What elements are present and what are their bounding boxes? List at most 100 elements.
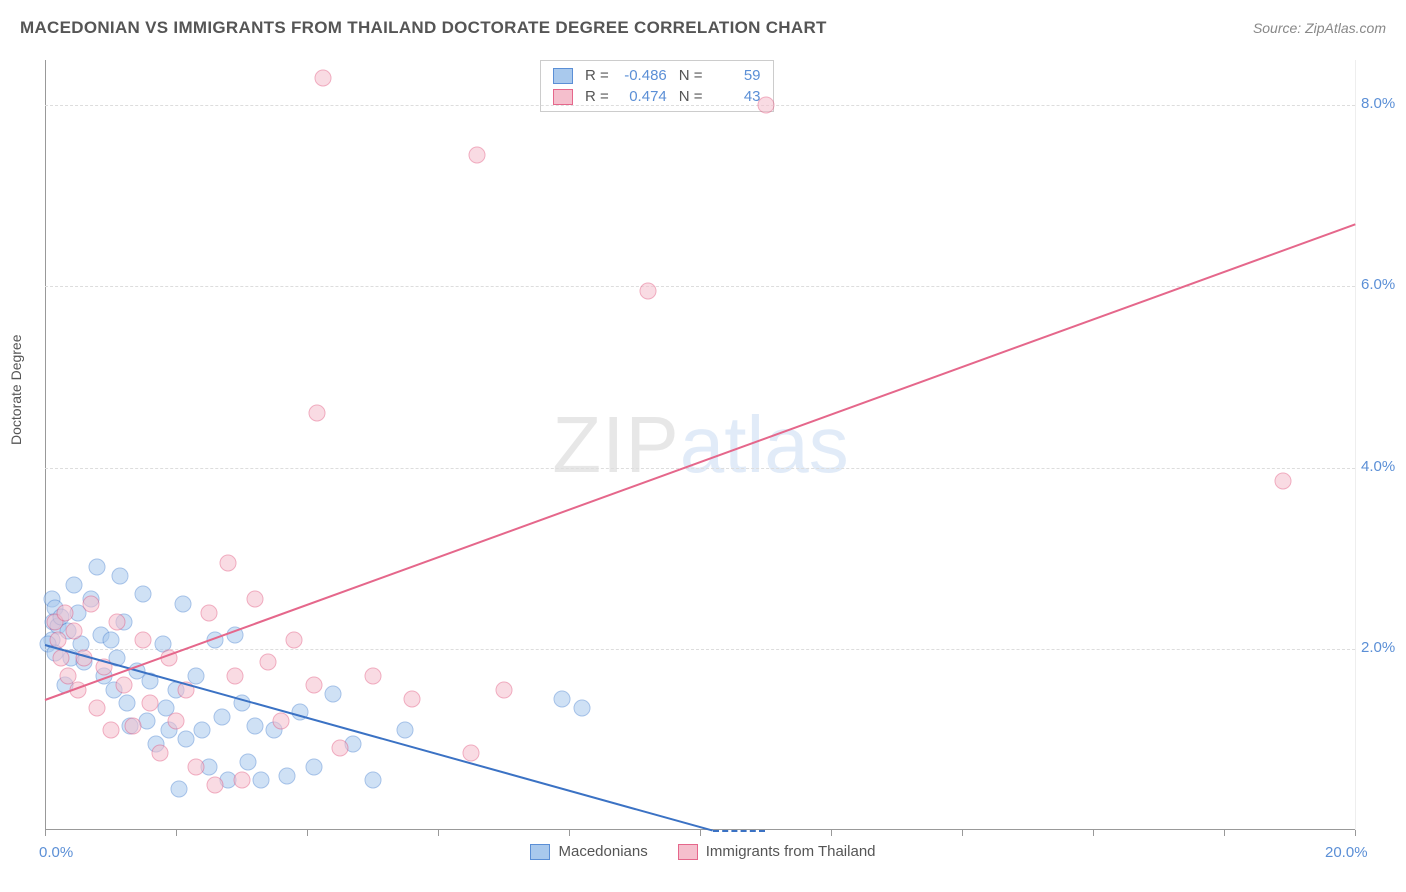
gridline-h: [45, 649, 1355, 650]
scatter-point-1: [364, 668, 381, 685]
scatter-point-1: [135, 631, 152, 648]
scatter-point-1: [1274, 473, 1291, 490]
scatter-point-0: [325, 686, 342, 703]
x-tick-label: 0.0%: [39, 844, 73, 861]
scatter-point-0: [305, 758, 322, 775]
scatter-point-1: [495, 681, 512, 698]
gridline-h: [45, 468, 1355, 469]
scatter-point-1: [272, 713, 289, 730]
scatter-point-1: [109, 613, 126, 630]
scatter-point-1: [102, 722, 119, 739]
scatter-point-1: [403, 690, 420, 707]
gridline-h: [45, 286, 1355, 287]
n-value-0: 59: [711, 67, 761, 84]
x-tick: [569, 830, 570, 836]
n-value-1: 43: [711, 88, 761, 105]
scatter-point-1: [200, 604, 217, 621]
scatter-point-1: [331, 740, 348, 757]
scatter-point-0: [171, 781, 188, 798]
scatter-point-0: [66, 577, 83, 594]
r-value-1: 0.474: [617, 88, 667, 105]
scatter-point-1: [246, 591, 263, 608]
y-axis-label: Doctorate Degree: [8, 334, 24, 445]
y-tick-label: 2.0%: [1361, 639, 1395, 656]
scatter-point-0: [213, 708, 230, 725]
scatter-point-1: [469, 147, 486, 164]
chart-header: MACEDONIAN VS IMMIGRANTS FROM THAILAND D…: [20, 18, 1386, 38]
scatter-point-1: [233, 772, 250, 789]
scatter-point-1: [639, 283, 656, 300]
scatter-point-1: [168, 713, 185, 730]
scatter-point-1: [82, 595, 99, 612]
scatter-point-1: [151, 745, 168, 762]
chart-source: Source: ZipAtlas.com: [1253, 20, 1386, 36]
scatter-point-1: [89, 699, 106, 716]
scatter-point-0: [112, 568, 129, 585]
scatter-point-1: [315, 70, 332, 87]
scatter-point-1: [220, 554, 237, 571]
scatter-point-1: [757, 97, 774, 114]
scatter-point-0: [574, 699, 591, 716]
y-tick-label: 4.0%: [1361, 458, 1395, 475]
plot-right-border: [1355, 60, 1356, 830]
scatter-point-0: [177, 731, 194, 748]
legend-bottom: Macedonians Immigrants from Thailand: [0, 843, 1406, 860]
gridline-h: [45, 105, 1355, 106]
r-value-0: -0.486: [617, 67, 667, 84]
legend-swatch-1: [553, 89, 573, 105]
scatter-point-1: [308, 405, 325, 422]
legend-bottom-label-1: Immigrants from Thailand: [706, 843, 876, 860]
watermark: ZIPatlas: [552, 399, 848, 491]
legend-swatch-0: [553, 68, 573, 84]
scatter-point-1: [285, 631, 302, 648]
scatter-point-0: [279, 767, 296, 784]
scatter-point-0: [246, 717, 263, 734]
scatter-point-0: [554, 690, 571, 707]
scatter-point-0: [102, 631, 119, 648]
n-label-1: N =: [679, 88, 703, 105]
scatter-point-1: [226, 668, 243, 685]
legend-item-1: Immigrants from Thailand: [678, 843, 876, 860]
scatter-point-0: [89, 559, 106, 576]
scatter-point-0: [135, 586, 152, 603]
scatter-point-1: [207, 776, 224, 793]
chart-title: MACEDONIAN VS IMMIGRANTS FROM THAILAND D…: [20, 18, 827, 38]
scatter-point-1: [462, 745, 479, 762]
scatter-point-0: [253, 772, 270, 789]
scatter-point-0: [174, 595, 191, 612]
scatter-point-1: [141, 695, 158, 712]
scatter-point-0: [118, 695, 135, 712]
r-label-1: R =: [585, 88, 609, 105]
y-tick-label: 8.0%: [1361, 95, 1395, 112]
scatter-point-1: [305, 677, 322, 694]
x-tick: [1093, 830, 1094, 836]
legend-bottom-swatch-1: [678, 844, 698, 860]
x-tick-label: 20.0%: [1325, 844, 1368, 861]
r-label-0: R =: [585, 67, 609, 84]
x-tick: [962, 830, 963, 836]
x-tick: [307, 830, 308, 836]
x-tick: [176, 830, 177, 836]
x-tick: [1355, 830, 1356, 836]
legend-bottom-label-0: Macedonians: [558, 843, 647, 860]
legend-stats-row-1: R = 0.474 N = 43: [553, 86, 761, 107]
n-label-0: N =: [679, 67, 703, 84]
x-tick: [831, 830, 832, 836]
scatter-point-0: [194, 722, 211, 739]
x-tick: [1224, 830, 1225, 836]
x-tick: [45, 830, 46, 836]
scatter-point-1: [66, 622, 83, 639]
scatter-point-1: [56, 604, 73, 621]
y-tick-label: 6.0%: [1361, 276, 1395, 293]
scatter-point-0: [240, 754, 257, 771]
plot-area: ZIPatlas: [45, 60, 1355, 830]
watermark-atlas: atlas: [680, 400, 849, 489]
scatter-point-1: [115, 677, 132, 694]
trend-line-dashed: [713, 830, 765, 832]
scatter-point-1: [125, 717, 142, 734]
legend-item-0: Macedonians: [530, 843, 647, 860]
scatter-point-0: [397, 722, 414, 739]
scatter-point-1: [259, 654, 276, 671]
scatter-point-1: [187, 758, 204, 775]
legend-stats: R = -0.486 N = 59 R = 0.474 N = 43: [540, 60, 774, 112]
